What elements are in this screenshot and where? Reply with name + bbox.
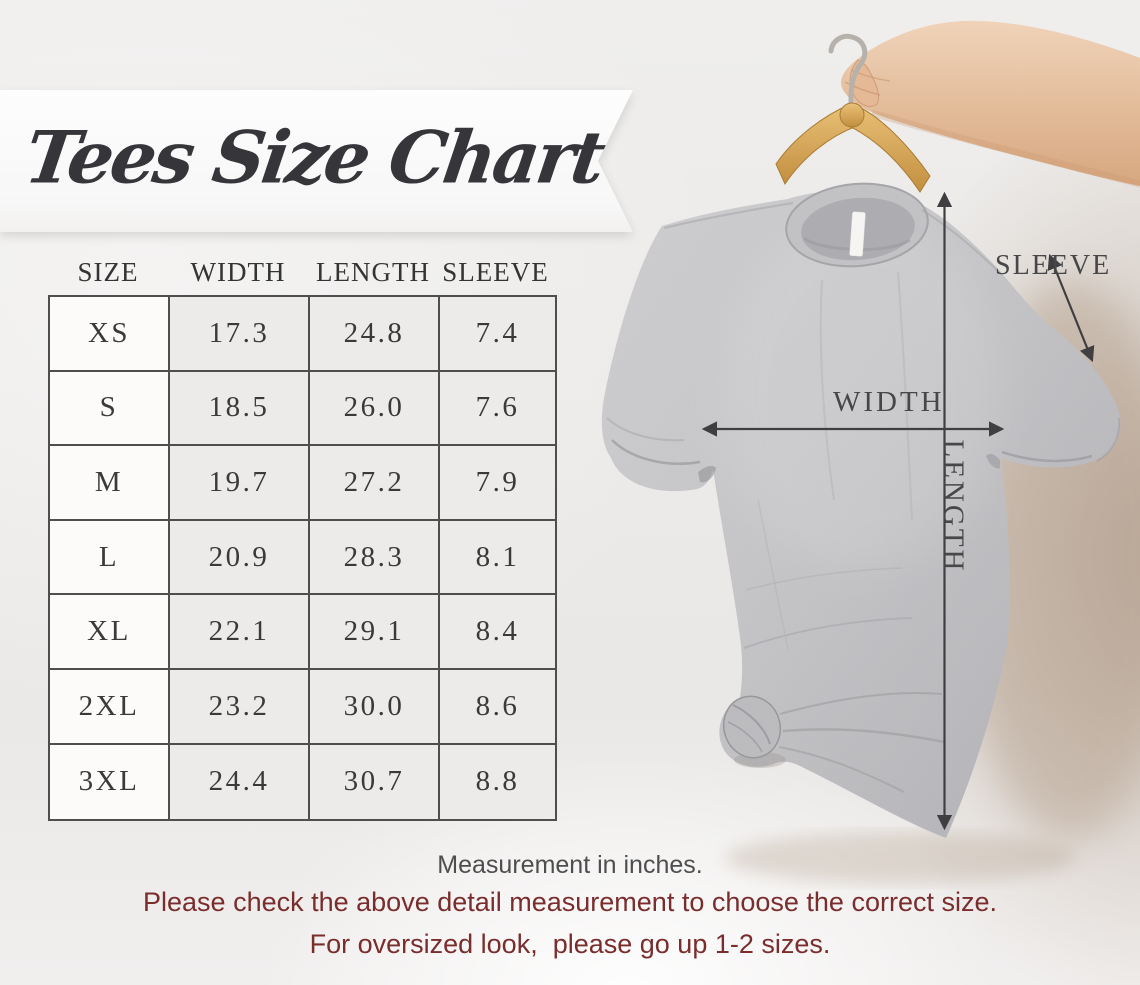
tshirt	[601, 182, 1121, 839]
width-cell: 18.5	[170, 371, 310, 447]
size-cell: 3XL	[50, 744, 170, 820]
title-banner: Tees Size Chart	[0, 90, 633, 232]
width-cell: 22.1	[170, 595, 310, 670]
length-cell: 26.0	[310, 371, 440, 447]
model-arm	[840, 20, 1140, 188]
tshirt-collar	[785, 182, 929, 268]
width-measure-label: WIDTH	[833, 386, 945, 418]
measurement-unit-note: Measurement in inches.	[437, 851, 703, 879]
sleeve-cell: 7.6	[440, 371, 555, 447]
size-cell: S	[50, 371, 170, 447]
size-cell: XL	[50, 595, 170, 670]
length-cell: 30.7	[310, 744, 440, 820]
length-cell: 28.3	[310, 520, 440, 596]
sleeve-cell: 8.8	[440, 744, 555, 820]
wooden-hanger	[775, 102, 931, 193]
length-cell: 30.0	[310, 669, 440, 745]
column-header-width: WIDTH	[190, 256, 286, 287]
column-header-size: SIZE	[77, 256, 139, 287]
column-header-length: LENGTH	[316, 256, 430, 287]
sleeve-cell: 8.1	[440, 520, 555, 596]
column-header-sleeve: SLEEVE	[442, 256, 549, 287]
length-measure-label: LENGTH	[937, 439, 970, 574]
size-cell: M	[50, 446, 170, 521]
size-cell: L	[50, 520, 170, 596]
sleeve-cell: 7.9	[440, 446, 555, 521]
sleeve-cell: 8.6	[440, 669, 555, 745]
size-cell: XS	[50, 297, 170, 372]
size-table-header: SIZE WIDTH LENGTH SLEEVE	[48, 250, 553, 294]
length-cell: 24.8	[310, 297, 440, 372]
width-cell: 24.4	[170, 744, 310, 820]
size-table: XS 17.3 24.8 7.4 S 18.5 26.0 7.6 M 19.7 …	[48, 295, 557, 822]
length-cell: 29.1	[310, 595, 440, 670]
page-title: Tees Size Chart	[20, 114, 609, 200]
sleeve-arrow	[1047, 253, 1095, 363]
width-cell: 19.7	[170, 446, 310, 521]
tshirt-knot	[722, 695, 786, 768]
sleeve-cell: 8.4	[440, 595, 555, 670]
sleeve-cell: 7.4	[440, 297, 555, 372]
fabric-details	[606, 202, 1121, 793]
length-cell: 27.2	[310, 446, 440, 521]
size-advice-text: Please check the above detail measuremen…	[143, 887, 997, 917]
measure-arrows	[701, 191, 1095, 831]
size-tag	[849, 211, 866, 257]
size-cell: 2XL	[50, 669, 170, 745]
width-cell: 17.3	[170, 297, 310, 372]
sleeve-measure-label: SLEEVE	[995, 250, 1112, 281]
width-cell: 20.9	[170, 520, 310, 596]
width-cell: 23.2	[170, 669, 310, 745]
title-ribbon: Tees Size Chart	[0, 90, 633, 232]
hanger-hook-icon	[828, 33, 868, 117]
oversize-advice-text: For oversized look, please go up 1-2 siz…	[309, 929, 831, 959]
